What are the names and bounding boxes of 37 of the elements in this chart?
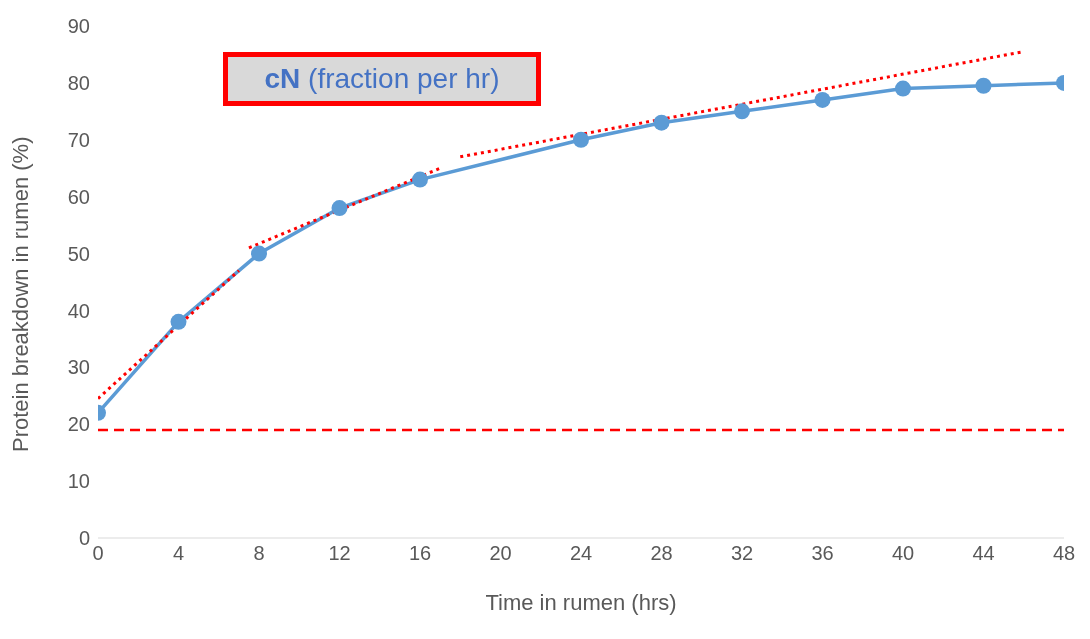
text-box: cN (fraction per hr) <box>223 52 541 106</box>
point <box>573 131 589 148</box>
x-tick-label: 44 <box>972 542 995 565</box>
x-tick-label: 36 <box>811 542 834 565</box>
point <box>653 114 670 131</box>
x-tick-label: 4 <box>172 542 185 565</box>
x-tick-label: 48 <box>1052 542 1076 565</box>
y-tick-label: 90 <box>67 15 90 38</box>
point <box>814 91 831 108</box>
y-tick-label: 70 <box>67 128 90 151</box>
x-tick-label: 12 <box>328 542 351 565</box>
x-tick-label: 40 <box>891 542 915 565</box>
y-tick-label: 0 <box>78 527 90 550</box>
y-tick-label: 80 <box>67 71 90 94</box>
x-tick-label: 32 <box>730 542 754 565</box>
x-tick-label: 8 <box>253 542 265 565</box>
x-axis-title: Time in rumen (hrs) <box>484 590 678 616</box>
y-tick-label: 40 <box>67 299 90 322</box>
x-tick-label: 16 <box>408 542 432 565</box>
annotation: cN (fraction per hr) <box>264 63 500 95</box>
x-tick-label: 20 <box>489 542 512 565</box>
y-tick-label: 20 <box>67 413 90 436</box>
x-tick-label: 0 <box>92 542 104 565</box>
point <box>251 245 267 262</box>
point <box>331 200 348 217</box>
y-tick-label: 60 <box>67 185 90 208</box>
y-tick-label: 50 <box>67 242 90 265</box>
x-tick-label: 28 <box>650 542 673 565</box>
y-axis-title: Protein breakdown in rumen (%) <box>7 136 33 452</box>
point <box>975 77 992 94</box>
point <box>412 171 428 188</box>
x-tick-label: 24 <box>569 542 593 565</box>
y-tick-label: 10 <box>67 470 90 493</box>
point <box>734 103 750 120</box>
point <box>170 313 187 330</box>
point <box>895 80 911 97</box>
y-tick-label: 30 <box>67 356 90 379</box>
